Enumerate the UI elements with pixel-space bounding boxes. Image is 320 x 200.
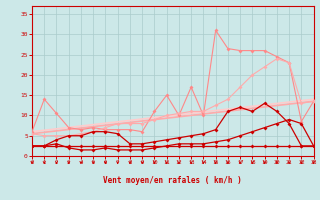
X-axis label: Vent moyen/en rafales ( km/h ): Vent moyen/en rafales ( km/h ): [103, 176, 242, 185]
